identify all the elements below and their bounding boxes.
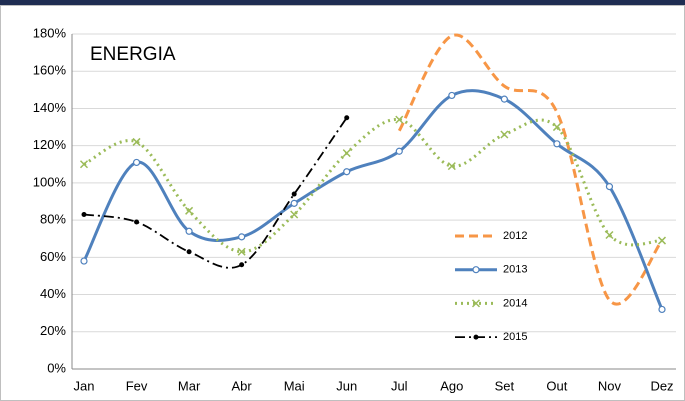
series-line (83, 117, 348, 269)
y-tick-label: 120% (33, 137, 67, 152)
marker (239, 262, 245, 268)
x-tick-label: Dez (650, 378, 673, 393)
x-tick-label: Jun (336, 378, 357, 393)
x-tick-label: Nov (598, 378, 622, 393)
marker (657, 236, 667, 245)
marker (472, 266, 480, 274)
y-tick-label: 180% (33, 25, 67, 40)
marker (395, 115, 404, 124)
x-tick-label: Jul (391, 378, 408, 393)
marker (290, 199, 298, 207)
legend-label: 2012 (503, 230, 527, 242)
marker (500, 130, 509, 139)
x-tick-label: Jan (74, 378, 95, 393)
chart-title: ENERGIA (90, 44, 176, 65)
marker (447, 162, 456, 171)
marker (342, 149, 351, 158)
x-tick-label: Abr (232, 378, 253, 393)
marker (605, 183, 614, 191)
y-tick-label: 60% (40, 249, 66, 264)
top-band (0, 0, 685, 5)
marker (132, 158, 141, 167)
legend-label: 2014 (503, 297, 527, 309)
marker (81, 212, 87, 218)
x-tick-label: Ago (440, 378, 463, 393)
x-tick-label: Fev (126, 378, 148, 393)
marker (134, 219, 140, 225)
marker (237, 247, 246, 256)
marker (238, 233, 246, 241)
y-tick-label: 160% (33, 63, 67, 78)
y-tick-label: 20% (40, 323, 66, 338)
legend-label: 2013 (503, 264, 527, 276)
marker (79, 160, 89, 169)
marker (291, 191, 297, 197)
series-line (397, 33, 664, 306)
marker (185, 227, 193, 235)
x-tick-label: Set (495, 378, 515, 393)
legend-label: 2015 (503, 331, 527, 343)
y-tick-label: 140% (33, 100, 67, 115)
marker (80, 257, 88, 265)
marker (471, 299, 481, 308)
marker (553, 140, 561, 148)
marker (290, 210, 299, 219)
x-tick-label: Out (546, 378, 567, 393)
series-line (82, 89, 664, 311)
marker (186, 249, 192, 255)
marker (500, 95, 508, 103)
marker (605, 230, 614, 240)
series-line (83, 118, 663, 254)
x-tick-label: Mar (178, 378, 201, 393)
marker (448, 91, 456, 100)
x-tick-label: Mai (284, 378, 305, 393)
marker (395, 147, 403, 155)
marker (132, 137, 141, 146)
marker (185, 206, 194, 215)
marker (473, 334, 479, 340)
marker (343, 168, 351, 176)
marker (344, 115, 350, 121)
y-tick-label: 80% (40, 212, 66, 227)
y-tick-label: 40% (40, 286, 66, 301)
marker (552, 123, 561, 132)
y-tick-label: 100% (33, 174, 67, 189)
y-tick-label: 0% (47, 360, 66, 375)
marker (658, 305, 666, 314)
